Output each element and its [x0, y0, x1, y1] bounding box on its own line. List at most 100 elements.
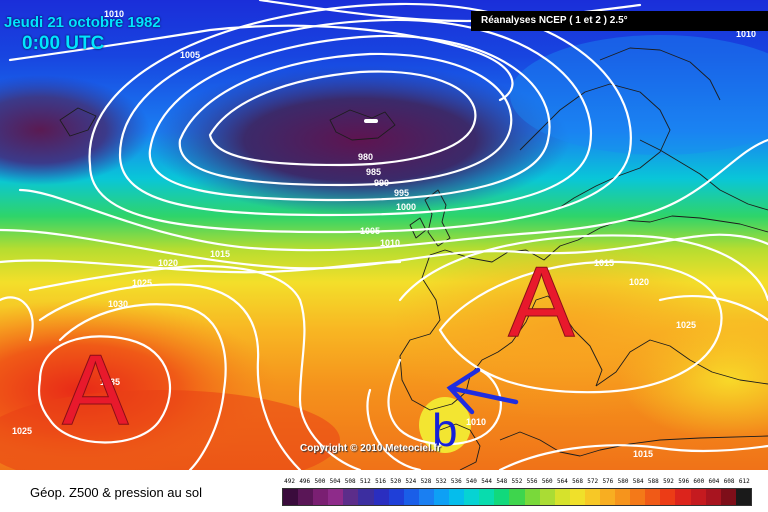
low-core-north-atlantic: [150, 65, 570, 215]
legend-color-cell: [298, 489, 314, 505]
low-movement-arrow: [446, 367, 519, 415]
isobar-1010: [0, 228, 768, 270]
legend-tick-label: 548: [496, 478, 508, 485]
scandinavia-field: [510, 35, 768, 155]
legend-tick-label: 608: [723, 478, 735, 485]
legend-tick-label: 540: [466, 478, 477, 485]
legend-tick-label: 612: [738, 478, 750, 485]
time-label: 0:00 UTC: [22, 33, 105, 54]
legend-color-cell: [313, 489, 329, 505]
legend-tick-label: 500: [314, 478, 326, 485]
low-core-west: [0, 75, 150, 185]
isobar-1025-a: [38, 283, 302, 470]
isobar-label: 1010: [104, 9, 124, 19]
high-pressure-marker-west: A: [62, 334, 129, 446]
legend-tick-label: 604: [708, 478, 720, 485]
legend-color-cell: [735, 489, 751, 505]
isobar-label: 1025: [12, 426, 32, 436]
legend-tick-label: 552: [511, 478, 523, 485]
isobar-label: 1025: [132, 278, 152, 288]
legend-tick-label: 596: [678, 478, 690, 485]
legend-color-cell: [449, 489, 465, 505]
isobar-label: 1015: [210, 249, 230, 259]
legend-tick-label: 520: [390, 478, 402, 485]
isobar-label: 985: [366, 167, 381, 177]
low-pressure-marker: b: [432, 404, 458, 456]
legend-color-cell: [328, 489, 344, 505]
legend-tick-label: 560: [541, 478, 553, 485]
isobar-label: 1035: [100, 377, 120, 387]
legend-color-cell: [660, 489, 676, 505]
high-pressure-marker-europe: A: [508, 246, 575, 358]
isobar-label: 980: [358, 152, 373, 162]
legend-color-cell: [403, 489, 419, 505]
legend-tick-label: 504: [329, 478, 341, 485]
low-center-mark: [364, 119, 378, 123]
legend-color-cell: [720, 489, 736, 505]
isobar-1030: [58, 303, 227, 470]
isobar-label: 1030: [108, 299, 128, 309]
isobar-1015-east: [398, 234, 768, 302]
legend-tick-label: 516: [375, 478, 386, 485]
legend-tick-label: 588: [647, 478, 659, 485]
legend-color-cell: [690, 489, 706, 505]
legend-color-cell: [433, 489, 450, 505]
legend-tick-label: 536: [450, 478, 462, 485]
legend-scale: [282, 488, 752, 506]
legend-tick-label: 584: [632, 478, 644, 485]
isobar-label: 1020: [158, 258, 178, 268]
legend-color-cell: [630, 489, 646, 505]
legend-tick-label: 564: [556, 478, 568, 485]
isobar-1015-south: [366, 388, 768, 470]
isobar-1035: [37, 335, 172, 444]
isobar-label: 1010: [736, 29, 756, 39]
isobar-label: 1025: [676, 320, 696, 330]
isobar-980: [208, 70, 477, 167]
isobar-label: 1005: [180, 50, 200, 60]
isobar-label: 1005: [360, 226, 380, 236]
legend-tick-label: 592: [663, 478, 674, 485]
legend-color-cell: [569, 489, 585, 505]
legend-color-cell: [599, 489, 616, 505]
legend-tick-label: 568: [572, 478, 583, 485]
legend-color-cell: [479, 489, 495, 505]
legend-tick-label: 572: [587, 478, 599, 485]
legend-tick-label: 580: [617, 478, 629, 485]
weather-map[interactable]: 1010 1005 980 985 990 995 1000 1005 1010…: [0, 0, 768, 470]
isobar-1025-east: [658, 294, 768, 322]
isobar-985: [178, 52, 513, 187]
legend-color-cell: [283, 489, 299, 505]
yellow-cutoff-low: [419, 397, 471, 453]
isobar-label: 990: [374, 178, 389, 188]
warm-core-south: [0, 390, 340, 470]
legend-tick-label: 508: [344, 478, 356, 485]
legend-color-cell: [524, 489, 540, 505]
footer-title: Géop. Z500 & pression au sol: [30, 485, 202, 500]
legend-tick-label: 496: [299, 478, 311, 485]
isobar-labels: 1010 1005 980 985 990 995 1000 1005 1010…: [12, 9, 756, 459]
isobar-1020-east: [438, 260, 723, 394]
legend-color-cell: [584, 489, 600, 505]
legend-color-cell: [494, 489, 510, 505]
legend-tick-label: 524: [405, 478, 417, 485]
color-legend: 492 496 500 504 508 512 516 520 524 528 532 536 540 5…: [282, 478, 752, 508]
isobar-label: 1010: [466, 417, 486, 427]
legend-color-cell: [418, 489, 434, 505]
legend-tick-label: 556: [526, 478, 538, 485]
legend-color-cell: [645, 489, 661, 505]
isobar-1005-outer: [8, 24, 514, 102]
isobar-1020: [28, 264, 362, 470]
isobar-label: 1015: [633, 449, 653, 459]
legend-tick-label: 532: [435, 478, 447, 485]
date-label: Jeudi 21 octobre 1982: [4, 14, 161, 31]
legend-color-cell: [554, 489, 570, 505]
legend-color-cell: [615, 489, 631, 505]
legend-color-cell: [539, 489, 555, 505]
legend-color-cell: [464, 489, 480, 505]
isobar-1000: [88, 2, 632, 234]
legend-tick-label: 512: [359, 478, 371, 485]
legend-color-cell: [675, 489, 691, 505]
isobar-label: 1015: [594, 258, 614, 268]
isobar-label: 995: [394, 188, 409, 198]
